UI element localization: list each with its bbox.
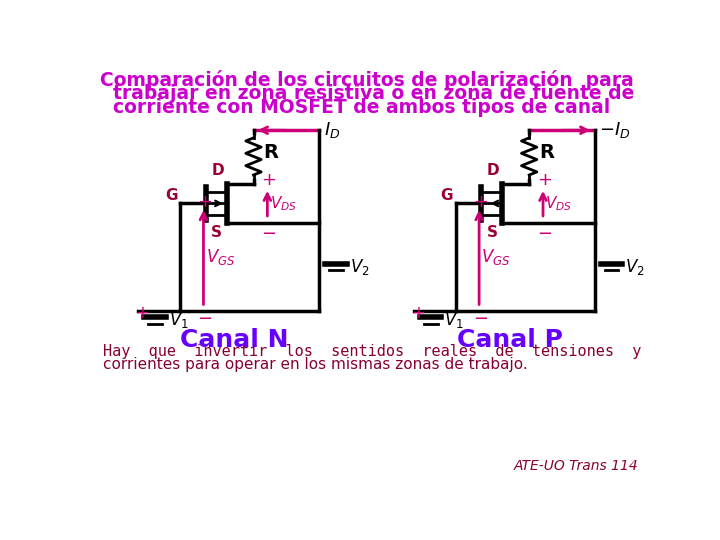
- Text: S: S: [487, 225, 498, 240]
- Text: $I_D$: $I_D$: [323, 120, 340, 140]
- Text: $-$: $-$: [473, 308, 488, 326]
- Text: $V_2$: $V_2$: [626, 257, 645, 277]
- Text: R: R: [264, 143, 279, 162]
- Text: Canal P: Canal P: [457, 328, 563, 352]
- Text: $V_{DS}$: $V_{DS}$: [270, 194, 297, 213]
- Text: trabajar en zona resistiva o en zona de fuente de: trabajar en zona resistiva o en zona de …: [99, 84, 634, 103]
- Text: G: G: [165, 187, 177, 202]
- Text: $-$: $-$: [197, 308, 212, 326]
- Text: $+$: $+$: [410, 303, 425, 322]
- Text: Comparación de los circuitos de polarización  para: Comparación de los circuitos de polariza…: [99, 70, 634, 90]
- Text: $+$: $+$: [261, 171, 276, 190]
- Text: ATE-UO Trans 114: ATE-UO Trans 114: [514, 459, 639, 473]
- Text: $-$: $-$: [537, 223, 552, 241]
- Text: corriente con MOSFET de ambos tipos de canal: corriente con MOSFET de ambos tipos de c…: [99, 98, 610, 117]
- Text: D: D: [487, 163, 500, 178]
- Text: $V_1$: $V_1$: [444, 310, 464, 330]
- Text: S: S: [211, 225, 222, 240]
- Text: $+$: $+$: [473, 193, 488, 211]
- Text: $+$: $+$: [537, 171, 552, 190]
- Text: $-$: $-$: [261, 223, 276, 241]
- Text: $V_{DS}$: $V_{DS}$: [545, 194, 572, 213]
- Text: corrientes para operar en los mismas zonas de trabajo.: corrientes para operar en los mismas zon…: [104, 357, 528, 373]
- Text: $+$: $+$: [197, 193, 212, 211]
- Text: $V_{GS}$: $V_{GS}$: [206, 247, 235, 267]
- Text: Canal N: Canal N: [180, 328, 289, 352]
- Text: $V_{GS}$: $V_{GS}$: [482, 247, 510, 267]
- Text: $V_1$: $V_1$: [168, 310, 189, 330]
- Text: G: G: [441, 187, 453, 202]
- Text: $+$: $+$: [135, 303, 149, 322]
- Text: D: D: [211, 163, 224, 178]
- Text: Hay  que  invertir  los  sentidos  reales  de  tensiones  y: Hay que invertir los sentidos reales de …: [104, 343, 642, 359]
- Text: $V_2$: $V_2$: [350, 257, 369, 277]
- Text: R: R: [539, 143, 554, 162]
- Text: $-I_D$: $-I_D$: [599, 120, 631, 140]
